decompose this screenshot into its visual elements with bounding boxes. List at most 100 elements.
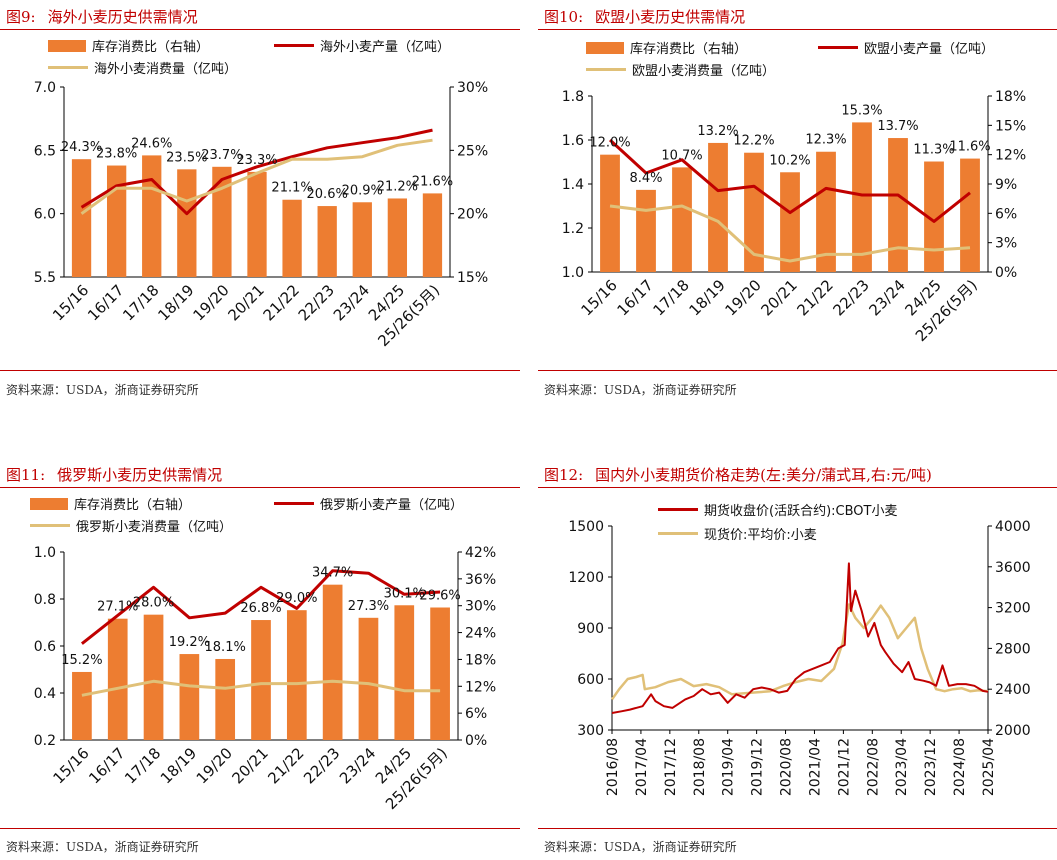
- bar: [212, 166, 232, 277]
- chart-svg: 1.0 1.2 1.4 1.6 1.8 0% 3% 6% 9% 12% 15% 18% 12.0% 8.4…: [562, 89, 1026, 345]
- bar-data-label: 30.1%: [384, 586, 425, 601]
- bar-data-label: 19.2%: [169, 635, 210, 650]
- x-tick-label: 18/19: [157, 744, 200, 787]
- x-tick-label: 17/18: [650, 276, 693, 319]
- title-divider: [538, 487, 1057, 488]
- x-tick-label: 2016/08: [605, 738, 621, 796]
- bar: [143, 614, 164, 740]
- chart-svg: 0.2 0.4 0.6 0.8 1.0 0% 6% 12% 18% 24% 30% 36% 42% 15.…: [34, 545, 496, 813]
- legend-swatch: [48, 39, 86, 52]
- x-tick-label: 20/21: [229, 744, 272, 787]
- left-tick-label: 300: [577, 723, 604, 739]
- bar-data-label: 20.6%: [307, 187, 348, 202]
- legend-swatch: [658, 508, 698, 511]
- legend-label: 库存消费比（右轴）: [630, 42, 748, 57]
- left-tick-label: 5.5: [34, 270, 56, 286]
- right-tick-label: 0%: [995, 265, 1017, 281]
- x-tick-label: 22/23: [295, 281, 338, 324]
- source-note: 资料来源：USDA，浙商证券研究所: [6, 383, 199, 397]
- legend-item-consumption: 海外小麦消费量（亿吨）: [48, 58, 237, 77]
- bar: [924, 161, 944, 272]
- figure-number: 图10:: [544, 8, 584, 26]
- legend-swatch: [274, 502, 314, 505]
- bar: [352, 202, 372, 277]
- bar: [71, 159, 92, 277]
- bar: [72, 671, 92, 740]
- source-note: 资料来源：USDA，浙商证券研究所: [6, 840, 199, 854]
- x-tick-label: 16/17: [84, 281, 127, 324]
- futures-price-line: [611, 562, 989, 714]
- x-tick-label: 21/22: [264, 744, 307, 787]
- bar-data-label: 28.0%: [133, 596, 174, 611]
- left-tick-label: 6.5: [34, 143, 56, 159]
- production-line: [80, 128, 433, 216]
- bar: [107, 618, 128, 740]
- right-tick-label: 12%: [995, 148, 1026, 164]
- bar: [358, 617, 379, 740]
- bar-data-label: 15.3%: [841, 103, 882, 118]
- spot-price-line: [610, 603, 989, 701]
- figure-title: 海外小麦历史供需情况: [47, 8, 198, 26]
- bar-data-label: 15.2%: [61, 653, 102, 668]
- source-divider: [0, 828, 520, 829]
- x-tick-label: 20/21: [225, 281, 268, 324]
- bar-data-label: 23.5%: [166, 150, 207, 165]
- figure-number: 图12:: [544, 466, 584, 484]
- left-tick-label: 900: [577, 621, 604, 637]
- bar: [430, 607, 450, 740]
- legend-label: 期货收盘价(活跃合约):CBOT小麦: [704, 504, 898, 519]
- bar-data-label: 23.8%: [96, 147, 137, 162]
- legend-item-consumption: 欧盟小麦消费量（亿吨）: [586, 60, 775, 79]
- bar: [600, 154, 620, 272]
- x-tick-label: 18/19: [154, 281, 197, 324]
- chart-svg: 5.56.06.57.015%20%25%30%24.3%23.8%24.6%2…: [34, 80, 488, 350]
- x-tick-label: 16/17: [614, 276, 657, 319]
- x-tick-label: 2023/04: [894, 738, 910, 796]
- bar-data-label: 13.2%: [697, 124, 738, 139]
- right-tick-label: 15%: [457, 270, 488, 286]
- bar: [387, 198, 408, 277]
- x-tick-label: 19/20: [722, 276, 765, 319]
- chart-title: 图10: 欧盟小麦历史供需情况: [544, 6, 745, 27]
- x-tick-label: 2019/04: [721, 738, 737, 796]
- right-tick-label: 18%: [995, 89, 1026, 105]
- left-tick-label: 600: [577, 672, 604, 688]
- legend-label: 俄罗斯小麦消费量（亿吨）: [76, 520, 233, 535]
- bar: [636, 189, 656, 272]
- figure-number: 图11:: [6, 466, 46, 484]
- left-tick-label: 1.0: [562, 265, 584, 281]
- x-tick-label: 16/17: [85, 744, 128, 787]
- right-tick-label: 12%: [465, 679, 496, 695]
- legend-label: 库存消费比（右轴）: [92, 40, 210, 55]
- chart-title: 图9: 海外小麦历史供需情况: [6, 6, 198, 27]
- bar-data-label: 27.3%: [348, 599, 389, 614]
- source-note: 资料来源：USDA，浙商证券研究所: [544, 840, 737, 854]
- production-line: [80, 569, 441, 645]
- x-tick-label: 2021/04: [807, 738, 823, 796]
- bar-data-label: 34.7%: [312, 566, 353, 581]
- bar: [286, 610, 307, 740]
- bar-data-label: 24.3%: [61, 140, 102, 155]
- figure-title: 俄罗斯小麦历史供需情况: [57, 466, 223, 484]
- bar-data-label: 11.3%: [913, 143, 954, 158]
- bar: [422, 193, 443, 277]
- x-tick-label: 2017/12: [663, 738, 679, 796]
- legend-item-production: 欧盟小麦产量（亿吨）: [818, 38, 994, 57]
- x-tick-label: 15/16: [49, 281, 92, 324]
- title-divider: [538, 29, 1057, 30]
- legend-swatch: [30, 497, 68, 510]
- left-tick-label: 1200: [568, 570, 604, 586]
- bar-data-label: 21.2%: [377, 179, 418, 194]
- bar: [317, 206, 337, 277]
- right-tick-label: 30%: [457, 80, 488, 96]
- title-divider: [0, 29, 520, 30]
- legend-label: 俄罗斯小麦产量（亿吨）: [320, 498, 464, 513]
- x-tick-label: 21/22: [260, 281, 303, 324]
- source-divider: [538, 828, 1057, 829]
- bar: [394, 605, 415, 740]
- bar-data-label: 12.3%: [805, 133, 846, 148]
- right-tick-label: 15%: [995, 118, 1026, 134]
- bar-data-label: 21.1%: [271, 181, 312, 196]
- left-tick-label: 0.4: [34, 686, 56, 702]
- bar: [251, 620, 271, 740]
